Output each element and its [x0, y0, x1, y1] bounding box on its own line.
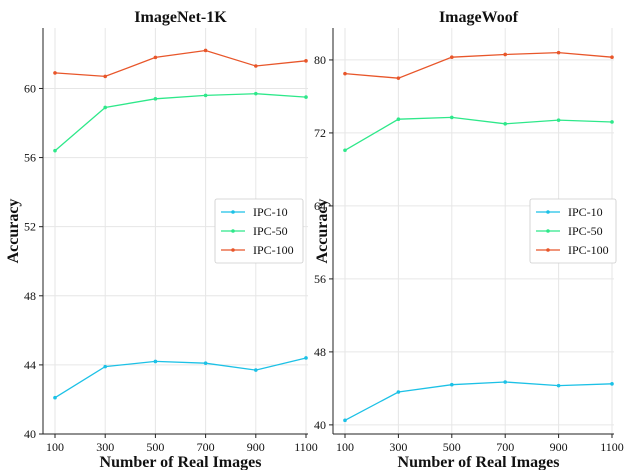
data-point-ipc-10: [53, 396, 57, 400]
data-point-ipc-10: [204, 361, 208, 365]
data-point-ipc-50: [503, 122, 507, 126]
data-point-ipc-10: [103, 365, 107, 369]
legend-marker: [546, 248, 550, 252]
data-point-ipc-50: [204, 94, 208, 98]
legend-marker: [231, 248, 235, 252]
y-tick-label: 48: [314, 345, 326, 359]
data-point-ipc-50: [103, 106, 107, 110]
y-tick-label: 40: [314, 418, 326, 432]
y-axis-label: Accuracy: [314, 199, 331, 264]
x-tick-label: 700: [197, 440, 215, 454]
x-tick-label: 700: [496, 440, 514, 454]
chart-title: ImageNet-1K: [134, 9, 227, 26]
data-point-ipc-50: [450, 116, 454, 120]
data-point-ipc-10: [397, 390, 401, 394]
series-line-ipc-10: [55, 358, 306, 398]
data-point-ipc-10: [557, 384, 561, 388]
legend-label: IPC-100: [253, 243, 294, 257]
series-line-ipc-100: [345, 53, 612, 79]
data-point-ipc-100: [397, 76, 401, 80]
y-axis-label: Accuracy: [5, 199, 22, 264]
series-line-ipc-50: [55, 94, 306, 151]
legend-marker: [546, 229, 550, 233]
data-point-ipc-100: [204, 49, 208, 53]
data-point-ipc-100: [343, 72, 347, 76]
data-point-ipc-100: [304, 59, 308, 63]
x-tick-label: 500: [443, 440, 461, 454]
data-point-ipc-10: [254, 368, 258, 372]
y-tick-label: 48: [24, 289, 36, 303]
x-tick-label: 300: [96, 440, 114, 454]
data-point-ipc-100: [503, 53, 507, 57]
y-tick-label: 40: [24, 427, 36, 441]
chart-panel-1: 40 44 48 52 56 60 100 300 500 700 900 1100 ImageNet-…: [5, 9, 318, 470]
y-tick-label: 44: [24, 358, 36, 372]
data-point-ipc-100: [610, 55, 614, 59]
series-line-ipc-100: [55, 51, 306, 77]
data-point-ipc-10: [503, 380, 507, 384]
data-point-ipc-100: [154, 56, 158, 60]
y-tick-label: 80: [314, 53, 326, 67]
data-point-ipc-50: [304, 95, 308, 99]
legend-label: IPC-100: [568, 243, 609, 257]
x-tick-label: 100: [46, 440, 64, 454]
data-point-ipc-10: [450, 383, 454, 387]
legend-label: IPC-10: [253, 205, 288, 219]
y-tick-label: 72: [314, 126, 326, 140]
data-point-ipc-50: [557, 118, 561, 122]
data-point-ipc-50: [610, 120, 614, 124]
x-axis-label: Number of Real Images: [100, 454, 262, 470]
data-point-ipc-50: [53, 149, 57, 153]
y-tick-label: 52: [24, 220, 36, 234]
data-point-ipc-100: [557, 51, 561, 55]
data-point-ipc-50: [343, 148, 347, 152]
x-tick-label: 500: [146, 440, 164, 454]
y-tick-label: 60: [24, 81, 36, 95]
y-tick-label: 56: [314, 272, 326, 286]
x-tick-label: 900: [247, 440, 265, 454]
data-point-ipc-100: [53, 71, 57, 75]
data-point-ipc-10: [343, 419, 347, 423]
data-point-ipc-100: [254, 64, 258, 68]
x-tick-label: 900: [550, 440, 568, 454]
x-axis-label: Number of Real Images: [398, 454, 560, 470]
data-point-ipc-10: [610, 382, 614, 386]
x-tick-label: 300: [389, 440, 407, 454]
data-point-ipc-50: [254, 92, 258, 96]
data-point-ipc-100: [103, 75, 107, 79]
data-point-ipc-50: [154, 97, 158, 101]
legend-marker: [231, 229, 235, 233]
x-tick-label: 1100: [294, 440, 318, 454]
series-line-ipc-10: [345, 382, 612, 420]
legend-label: IPC-50: [253, 224, 288, 238]
data-point-ipc-10: [154, 360, 158, 364]
data-point-ipc-100: [450, 55, 454, 59]
series-line-ipc-50: [345, 117, 612, 150]
chart-title: ImageWoof: [439, 9, 519, 26]
data-point-ipc-10: [304, 356, 308, 360]
legend-marker: [546, 210, 550, 214]
legend-label: IPC-50: [568, 224, 603, 238]
legend-marker: [231, 210, 235, 214]
x-tick-label: 1100: [600, 440, 624, 454]
legend-label: IPC-10: [568, 205, 603, 219]
data-point-ipc-50: [397, 117, 401, 121]
x-tick-label: 100: [336, 440, 354, 454]
y-tick-label: 56: [24, 151, 36, 165]
